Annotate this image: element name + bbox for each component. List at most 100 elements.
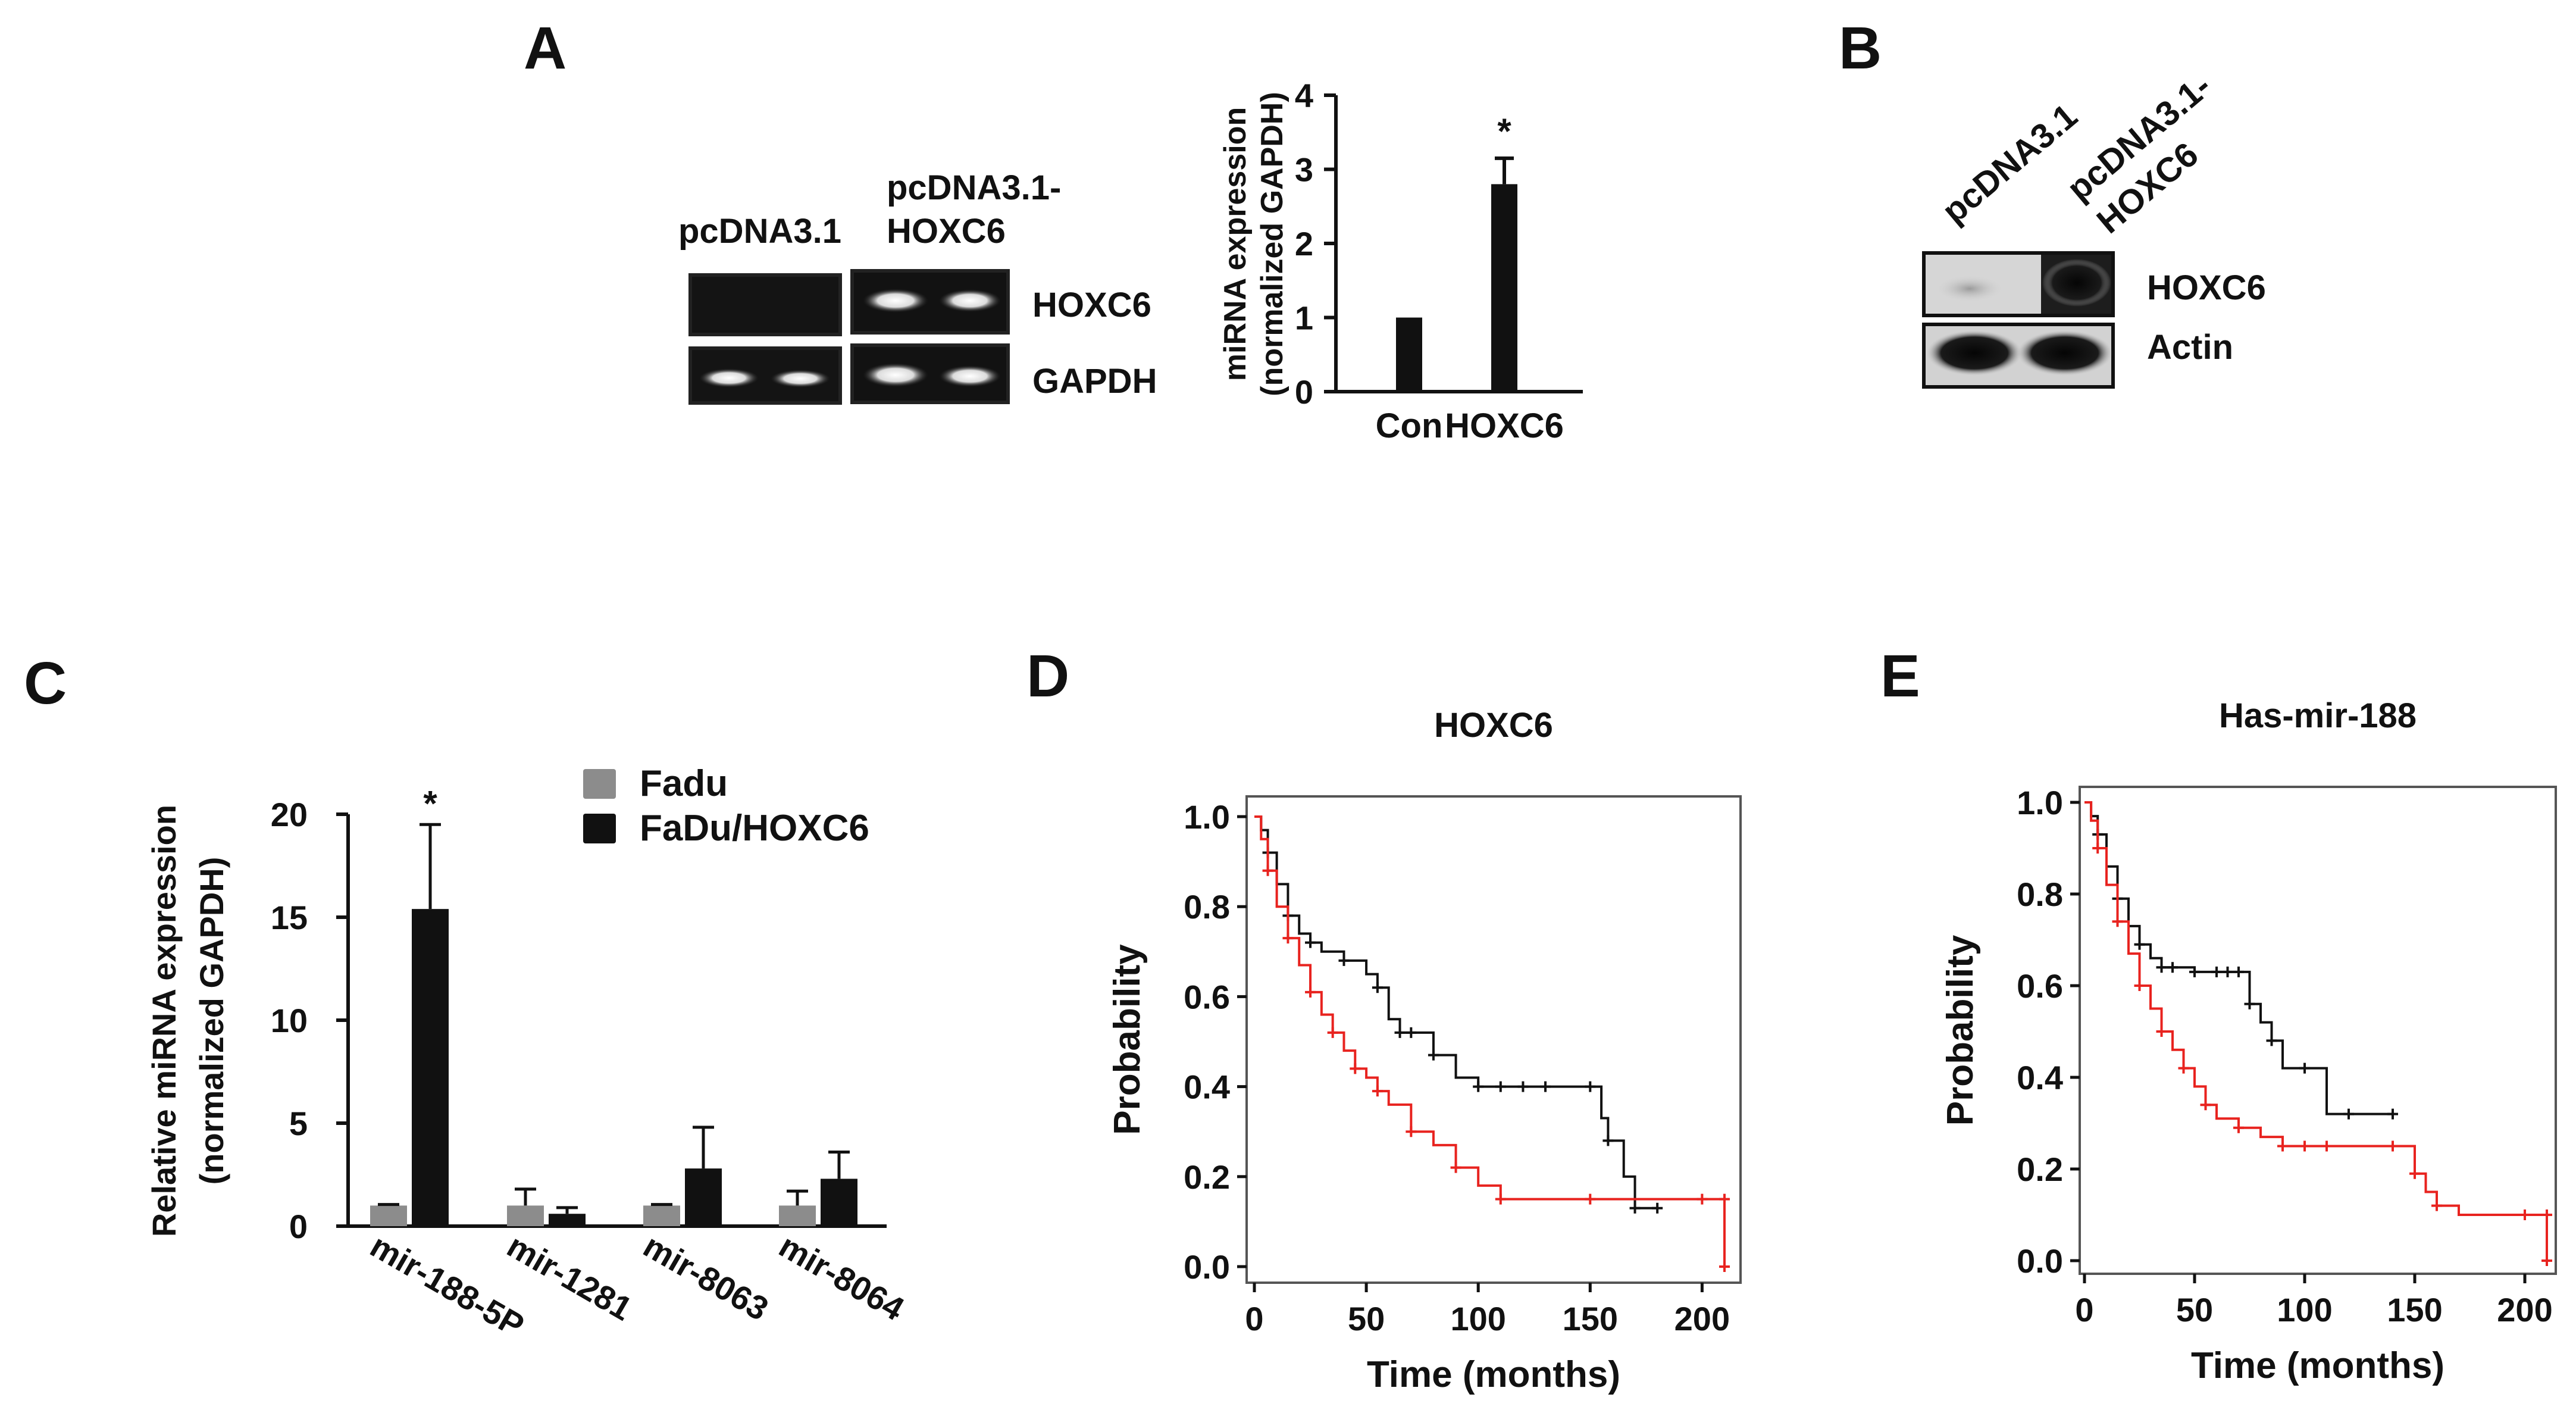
gel-lane-label-2b: HOXC6 [887, 212, 1006, 251]
bar [821, 1179, 857, 1226]
censor-mark [2541, 1209, 2552, 1220]
y-tick-label: 0.4 [1184, 1068, 1230, 1106]
gel-image: pcDNA3.1 pcDNA3.1- HOXC6 HOXC6 GAPDH [678, 168, 1157, 405]
y-tick-label: 0.4 [2017, 1059, 2063, 1096]
wb-band-label-hoxc6: HOXC6 [2147, 268, 2266, 307]
chart-title: Has-mir-188 [2219, 696, 2417, 735]
bar [1396, 317, 1422, 392]
bar [685, 1168, 722, 1226]
panel-label-b: B [1839, 15, 1882, 82]
gel-band [863, 289, 928, 312]
y-tick-label: 0.2 [2017, 1151, 2063, 1188]
x-tick-label: Con [1376, 407, 1443, 445]
censor-mark [2222, 966, 2233, 977]
chart-e-km: 0.0 0.2 0.4 0.6 0.8 1.0 0 50 100 150 200 Has-mir-18… [1940, 696, 2557, 1386]
legend-swatch [583, 769, 616, 799]
censor-mark [1495, 1081, 1506, 1092]
censor-mark [2233, 1122, 2244, 1133]
censor-mark [2200, 1099, 2211, 1111]
censor-mark [2431, 1200, 2442, 1211]
gel-band [863, 363, 928, 387]
significance-marker: * [423, 783, 437, 823]
censor-mark [1406, 1027, 1417, 1038]
plot-frame [1245, 795, 1742, 1284]
x-tick-label: mir-8064 [773, 1227, 910, 1328]
censor-mark [2167, 962, 2178, 973]
x-tick-label: 100 [1450, 1300, 1505, 1337]
censor-mark [1428, 1049, 1439, 1061]
y-axis-label: Probability [1107, 944, 1148, 1135]
y-axis-label: (normalized GAPDH) [193, 857, 230, 1185]
censor-mark [2299, 1140, 2310, 1152]
y-tick-label: 0.0 [2017, 1242, 2063, 1280]
gel-band [939, 365, 1001, 387]
censor-mark [1719, 1261, 1730, 1272]
gel-lane-label-2a: pcDNA3.1- [887, 168, 1061, 207]
gel-box-hoxc6-control [688, 273, 842, 336]
wb-band [2042, 259, 2111, 307]
y-tick-label: 1 [1295, 299, 1313, 337]
y-axis-label: Relative miRNA expression [145, 805, 183, 1237]
x-tick-label: 200 [1674, 1300, 1730, 1337]
censor-mark [1473, 1081, 1484, 1092]
survival-curve [2084, 801, 2393, 1115]
wb-band [1937, 276, 2002, 302]
censor-mark [2343, 1108, 2354, 1120]
censor-mark [1372, 982, 1383, 993]
censor-mark [1305, 937, 1316, 948]
censor-mark [2321, 1140, 2332, 1152]
bar [507, 1205, 544, 1226]
y-tick-label: 1.0 [1184, 798, 1230, 836]
bar [549, 1214, 586, 1226]
bar [1491, 184, 1517, 392]
bar [412, 909, 449, 1226]
x-tick-label: 0 [2075, 1291, 2093, 1329]
y-tick-label: 10 [271, 1002, 308, 1039]
censor-mark [2189, 966, 2200, 977]
censor-mark [1517, 1081, 1529, 1092]
censor-mark [1327, 1027, 1338, 1038]
y-tick-label: 2 [1295, 225, 1313, 262]
survival-curve [1254, 815, 1726, 1267]
censor-mark [1262, 865, 1273, 876]
wb-lane-label-1: pcDNA3.1 [1935, 96, 2085, 231]
gel-lane-label-1: pcDNA3.1 [678, 212, 841, 251]
x-tick-label: 150 [1563, 1300, 1618, 1337]
censor-mark [1495, 1193, 1506, 1205]
censor-mark [1394, 1027, 1406, 1038]
censor-mark [1305, 986, 1316, 998]
censor-mark [1652, 1202, 1663, 1214]
x-axis-label: Time (months) [1367, 1354, 1620, 1395]
gel-band-label-hoxc6: HOXC6 [1032, 286, 1151, 324]
censor-mark [1406, 1126, 1417, 1137]
survival-curve [1254, 815, 1658, 1209]
western-blot-image: pcDNA3.1 pcDNA3.1- HOXC6 HOXC6 Actin [1922, 67, 2266, 389]
y-tick-label: 0.8 [2017, 876, 2063, 913]
y-axis-label: miRNA expression [1218, 107, 1253, 381]
y-axis-label: (normalized GAPDH) [1255, 92, 1289, 396]
x-tick-label: 50 [1348, 1300, 1385, 1337]
x-tick-label: HOXC6 [1445, 407, 1564, 445]
y-axis-label: Probability [1940, 934, 1981, 1126]
survival-curve [2084, 801, 2548, 1261]
censor-mark [2519, 1209, 2530, 1220]
censor-mark [2244, 998, 2255, 1009]
panel-label-d: D [1026, 643, 1069, 710]
y-tick-label: 0.2 [1184, 1158, 1230, 1196]
censor-mark [1585, 1193, 1596, 1205]
y-tick-label: 4 [1295, 77, 1313, 114]
x-tick-label: 100 [2277, 1291, 2332, 1329]
censor-mark [2299, 1062, 2310, 1074]
censor-mark [2409, 1168, 2420, 1179]
bar [370, 1205, 407, 1226]
censor-mark [2387, 1140, 2398, 1152]
significance-marker: * [1497, 111, 1511, 151]
legend-swatch [583, 814, 616, 843]
panel-label-a: A [524, 15, 566, 82]
y-tick-label: 0 [1295, 373, 1313, 411]
censor-mark [1372, 1086, 1383, 1097]
x-tick-label: 0 [1245, 1300, 1263, 1337]
wb-band [2017, 330, 2112, 376]
x-tick-label: mir-188-5P [364, 1227, 531, 1345]
y-tick-label: 3 [1295, 151, 1313, 189]
